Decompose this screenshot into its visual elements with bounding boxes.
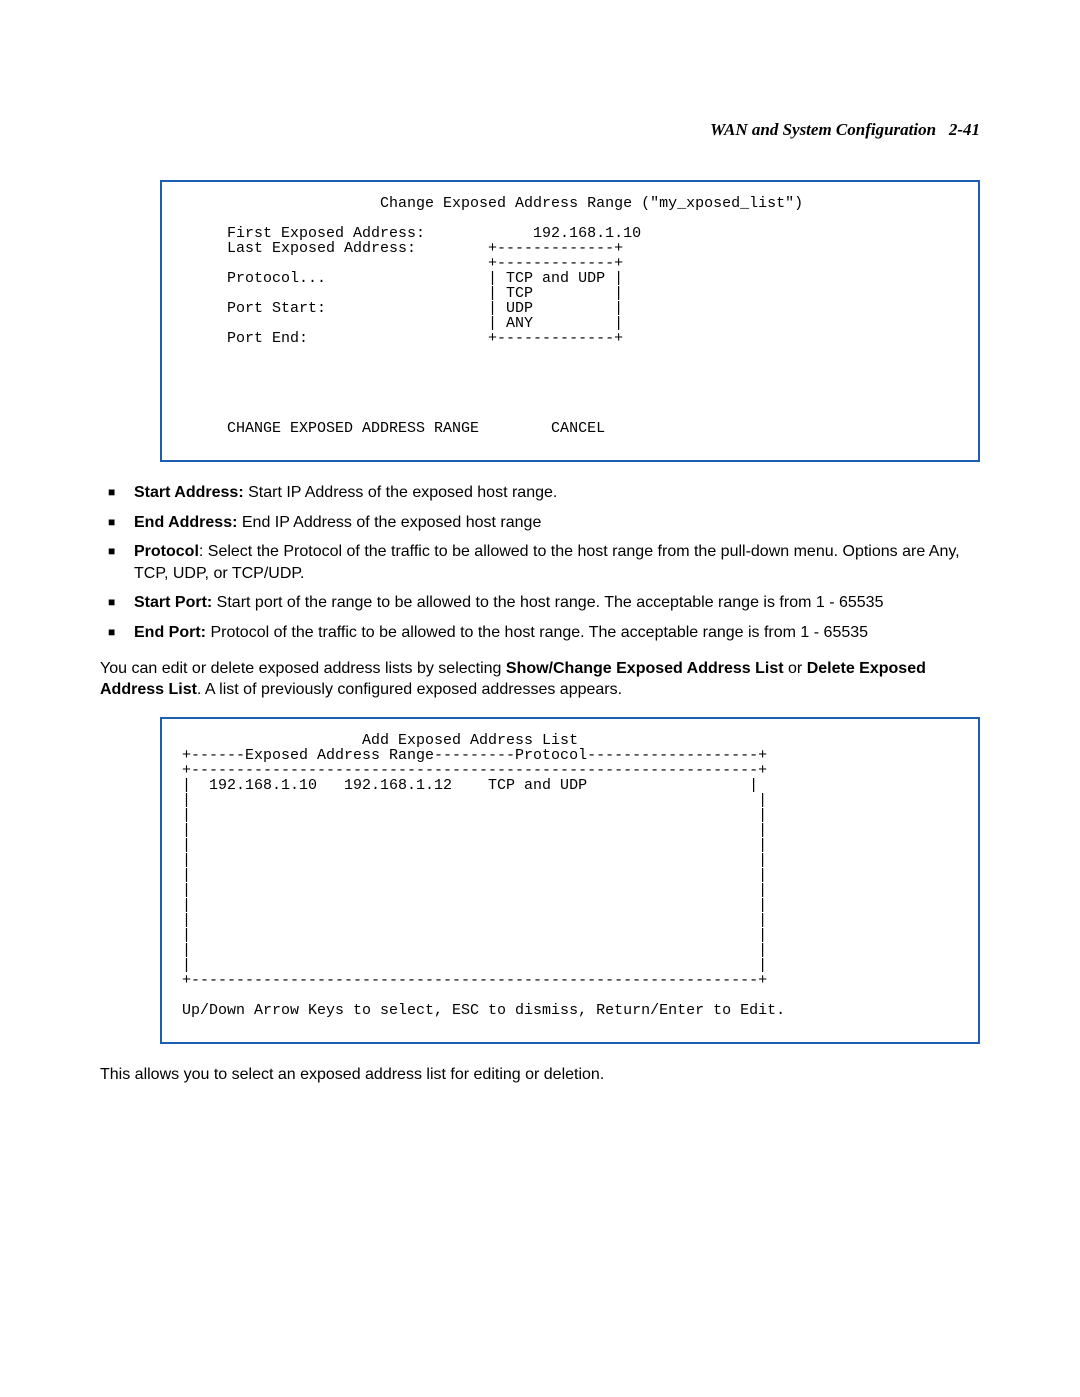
bullet-term: Start Address: xyxy=(134,484,244,501)
page-header: WAN and System Configuration 2-41 xyxy=(100,120,980,140)
bullet-term: Protocol xyxy=(134,543,199,560)
document-page: WAN and System Configuration 2-41 Change… xyxy=(0,0,1080,1161)
paragraph-edit-delete: You can edit or delete exposed address l… xyxy=(100,658,980,701)
bullet-text: Protocol of the traffic to be allowed to… xyxy=(206,624,868,641)
para1-pre: You can edit or delete exposed address l… xyxy=(100,660,506,677)
bullet-term: Start Port: xyxy=(134,594,212,611)
bullet-text: End IP Address of the exposed host range xyxy=(237,514,541,531)
definition-bullets: Start Address: Start IP Address of the e… xyxy=(100,482,980,644)
para1-post: . A list of previously configured expose… xyxy=(197,681,622,698)
para1-bold1: Show/Change Exposed Address List xyxy=(506,660,784,677)
para1-mid: or xyxy=(784,660,807,677)
bullet-text: Start IP Address of the exposed host ran… xyxy=(244,484,558,501)
header-page-ref: 2-41 xyxy=(949,120,980,139)
terminal-change-exposed-range: Change Exposed Address Range ("my_xposed… xyxy=(160,180,980,462)
bullet-item: End Port: Protocol of the traffic to be … xyxy=(100,622,980,644)
terminal1-content: Change Exposed Address Range ("my_xposed… xyxy=(182,195,803,437)
terminal2-content: Add Exposed Address List +------Exposed … xyxy=(182,732,785,1019)
header-title: WAN and System Configuration xyxy=(710,120,936,139)
bullet-term: End Address: xyxy=(134,514,237,531)
bullet-item: End Address: End IP Address of the expos… xyxy=(100,512,980,534)
terminal-add-exposed-list: Add Exposed Address List +------Exposed … xyxy=(160,717,980,1044)
paragraph-select-list: This allows you to select an exposed add… xyxy=(100,1064,980,1086)
bullet-text: : Select the Protocol of the traffic to … xyxy=(134,543,960,582)
bullet-item: Start Address: Start IP Address of the e… xyxy=(100,482,980,504)
bullet-text: Start port of the range to be allowed to… xyxy=(212,594,883,611)
bullet-term: End Port: xyxy=(134,624,206,641)
bullet-item: Protocol: Select the Protocol of the tra… xyxy=(100,541,980,584)
bullet-item: Start Port: Start port of the range to b… xyxy=(100,592,980,614)
